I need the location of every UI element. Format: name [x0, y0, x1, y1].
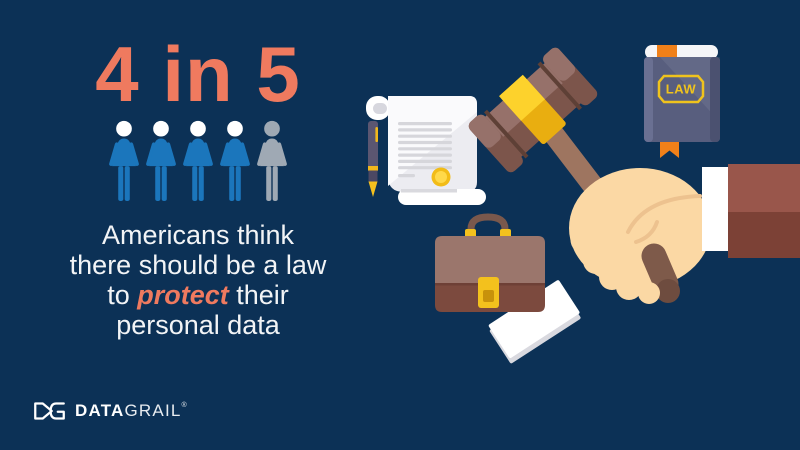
law-book-label: LAW	[666, 82, 697, 97]
statement-line-3-pre: to	[107, 280, 138, 310]
fist-hand-icon	[569, 168, 711, 290]
wordmark: DATAGRAIL®	[75, 401, 188, 421]
registered-mark: ®	[181, 402, 188, 409]
gavel-knob-icon	[616, 243, 680, 304]
contract-scroll-icon	[366, 96, 486, 205]
suit-sleeve-icon	[702, 164, 800, 258]
briefcase-icon	[435, 213, 545, 312]
papers-icon	[488, 280, 581, 364]
pen-icon	[368, 121, 378, 197]
stat-panel: 4 in 5 Americans think there should be a…	[18, 30, 378, 340]
gold-seal-icon	[431, 167, 451, 187]
dg-monogram-icon	[34, 402, 65, 420]
wordmark-light: GRAIL	[124, 401, 182, 420]
statement-line-1: Americans think	[101, 220, 295, 250]
datagrail-logo: DATAGRAIL®	[33, 401, 188, 421]
statement: Americans think there should be a law to…	[18, 220, 378, 340]
law-book-icon: LAW	[644, 45, 720, 158]
headline: 4 in 5	[95, 30, 301, 118]
wordmark-bold: DATA	[75, 401, 125, 420]
statement-line-2: there should be a law	[69, 250, 327, 280]
statement-line-3-post: their	[228, 280, 289, 310]
statement-line-4: personal data	[116, 310, 280, 340]
emphasis-word: protect	[137, 280, 229, 310]
